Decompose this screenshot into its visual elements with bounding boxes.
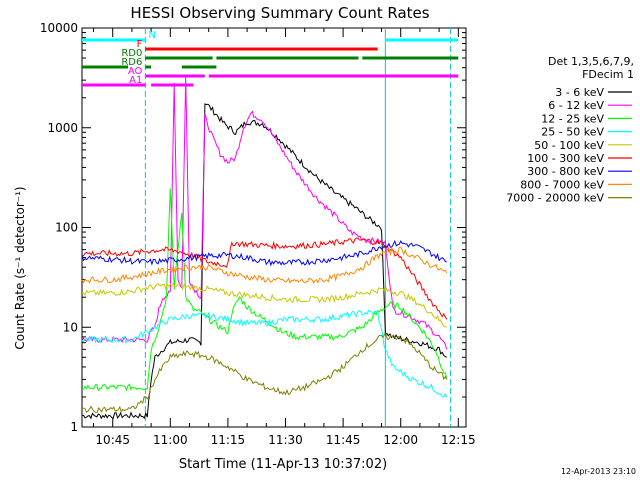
flag-bar-label: A1 [129,75,142,86]
flag-bar-label: RD6 [121,57,142,68]
legend-title-line1: Det 1,3,5,6,7,9, [548,55,634,68]
legend-title-line2: FDecim 1 [582,68,634,81]
chart-title: HESSI Observing Summary Count Rates [130,4,429,22]
y-axis-label: Count Rate (s⁻¹ detector⁻¹) [13,186,27,349]
series-line-5 [81,282,447,328]
series-line-4 [81,309,448,398]
legend-label: 12 - 25 keV [541,112,604,125]
x-tick-label: 12:00 [383,433,418,447]
series-line-3 [81,188,448,392]
series-line-6 [81,237,448,320]
x-tick-label: 10:45 [95,433,130,447]
legend-label: 7000 - 20000 keV [506,192,604,205]
y-tick-label: 1 [70,420,78,434]
legend-label: 800 - 7000 keV [520,178,604,191]
legend-label: 3 - 6 keV [555,86,604,99]
flag-bar-label: RD0 [121,48,142,59]
x-tick-label: 12:15 [441,433,476,447]
series-line-8 [81,246,448,284]
plot-area: 1 10 100 1000 10000 10:45 11:00 11:15 11:30 11:45… [40,21,632,447]
series-line-2 [81,76,448,350]
x-tick-label: 11:30 [268,433,303,447]
y-tick-label: 10 [63,320,78,334]
series-line-7 [81,239,448,267]
legend-label: 300 - 800 keV [527,165,604,178]
x-tick-label: 11:00 [153,433,188,447]
y-tick-label: 10000 [40,21,78,35]
y-tick-label: 100 [55,221,78,235]
legend-label: 50 - 100 keV [534,139,604,152]
flag-bar-label: AO [128,66,143,77]
x-axis-label: Start Time (11-Apr-13 10:37:02) [179,457,387,472]
y-tick-label: 1000 [47,121,78,135]
legend-label: 6 - 12 keV [548,99,604,112]
legend-label: 100 - 300 keV [527,152,604,165]
series-line-9 [82,333,448,413]
flag-bar-label: N [148,30,155,41]
series-line-1 [81,103,448,420]
flag-bar-label: F [137,39,143,50]
plot-frame [81,27,467,428]
footer-timestamp: 12-Apr-2013 23:10 [561,467,636,476]
x-tick-label: 11:45 [326,433,361,447]
x-tick-label: 11:15 [211,433,246,447]
legend-label: 25 - 50 keV [541,126,604,139]
